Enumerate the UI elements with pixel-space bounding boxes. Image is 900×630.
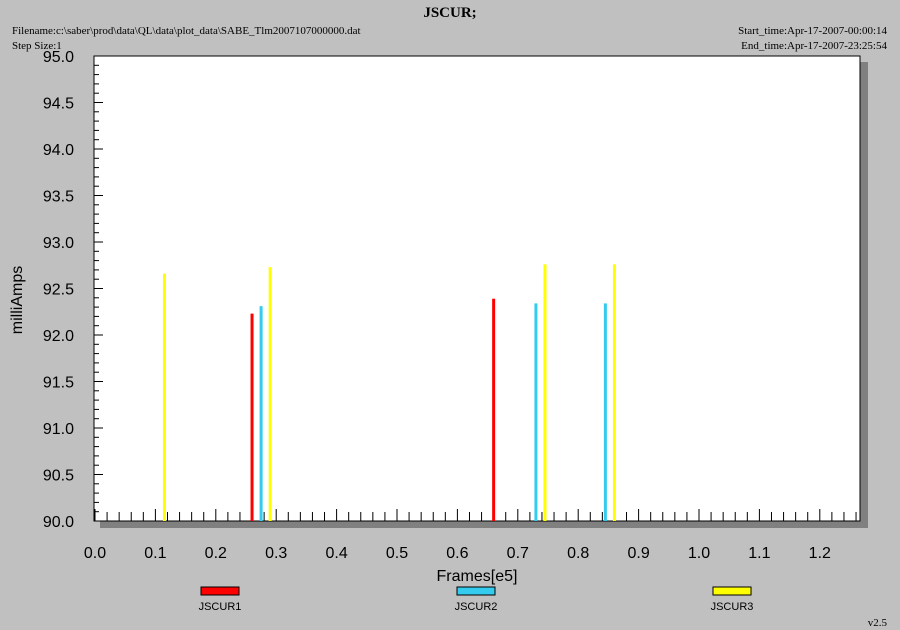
x-tick-label: 0.3 [265, 545, 287, 562]
x-tick-label: 0.8 [567, 545, 589, 562]
legend-swatch [456, 586, 496, 596]
x-tick-label: 1.1 [748, 545, 770, 562]
bar-jscur1 [250, 313, 254, 521]
bar-jscur2 [259, 306, 263, 521]
legend-swatch [712, 586, 752, 596]
x-tick-label: 0.9 [627, 545, 649, 562]
y-tick-label: 91.0 [43, 421, 74, 438]
x-tick-label: 0.2 [205, 545, 227, 562]
y-tick-label: 92.5 [43, 282, 74, 299]
bar-jscur3 [268, 267, 272, 521]
y-axis: 90.0 90.5 91.0 91.5 92.0 92.5 93.0 93.5 94.0 94.5… [43, 49, 103, 531]
x-tick-label: 0.4 [325, 545, 347, 562]
version-label: v2.5 [868, 617, 888, 629]
legend-swatch [200, 586, 240, 596]
y-tick-label: 93.0 [43, 235, 74, 252]
data-bars [162, 264, 616, 521]
y-tick-label: 93.5 [43, 189, 74, 206]
legend: JSCUR1 JSCUR2 JSCUR3 [199, 586, 754, 613]
start-time-label: Start_time:Apr-17-2007-00:00:14 [738, 25, 887, 37]
filename-label: Filename:c:\saber\prod\data\QL\data\plot… [12, 25, 361, 37]
x-tick-label: 0.5 [386, 545, 408, 562]
y-tick-label: 94.0 [43, 142, 74, 159]
x-tick-label: 0.0 [84, 545, 106, 562]
bar-jscur2 [534, 303, 538, 521]
x-tick-label: 0.7 [507, 545, 529, 562]
bar-jscur3 [162, 273, 166, 521]
bar-jscur2 [603, 303, 607, 521]
plot-area [93, 55, 861, 522]
y-axis-label: milliAmps [9, 266, 26, 334]
y-tick-label: 90.5 [43, 468, 74, 485]
x-axis-label: Frames[e5] [437, 568, 518, 585]
bar-jscur3 [612, 264, 616, 521]
bar-jscur1 [492, 298, 496, 521]
y-tick-label: 92.0 [43, 328, 74, 345]
x-tick-label: 0.1 [144, 545, 166, 562]
x-tick-label: 1.2 [809, 545, 831, 562]
y-tick-label: 90.0 [43, 514, 74, 531]
y-tick-label: 91.5 [43, 375, 74, 392]
x-tick-label: 0.6 [446, 545, 468, 562]
legend-label: JSCUR3 [711, 601, 754, 613]
y-tick-label: 94.5 [43, 96, 74, 113]
x-tick-label: 1.0 [688, 545, 710, 562]
end-time-label: End_time:Apr-17-2007-23:25:54 [741, 40, 887, 52]
bar-jscur3 [543, 264, 547, 521]
step-size-label: Step Size:1 [12, 40, 62, 52]
chart-title: JSCUR; [423, 5, 476, 21]
legend-label: JSCUR2 [455, 601, 498, 613]
x-axis: 0.0 0.1 0.2 0.3 0.4 0.5 0.6 0.7 0.8 0.9 1.0 1.1 1.2 [84, 509, 857, 562]
y-tick-label: 95.0 [43, 49, 74, 66]
legend-label: JSCUR1 [199, 601, 242, 613]
